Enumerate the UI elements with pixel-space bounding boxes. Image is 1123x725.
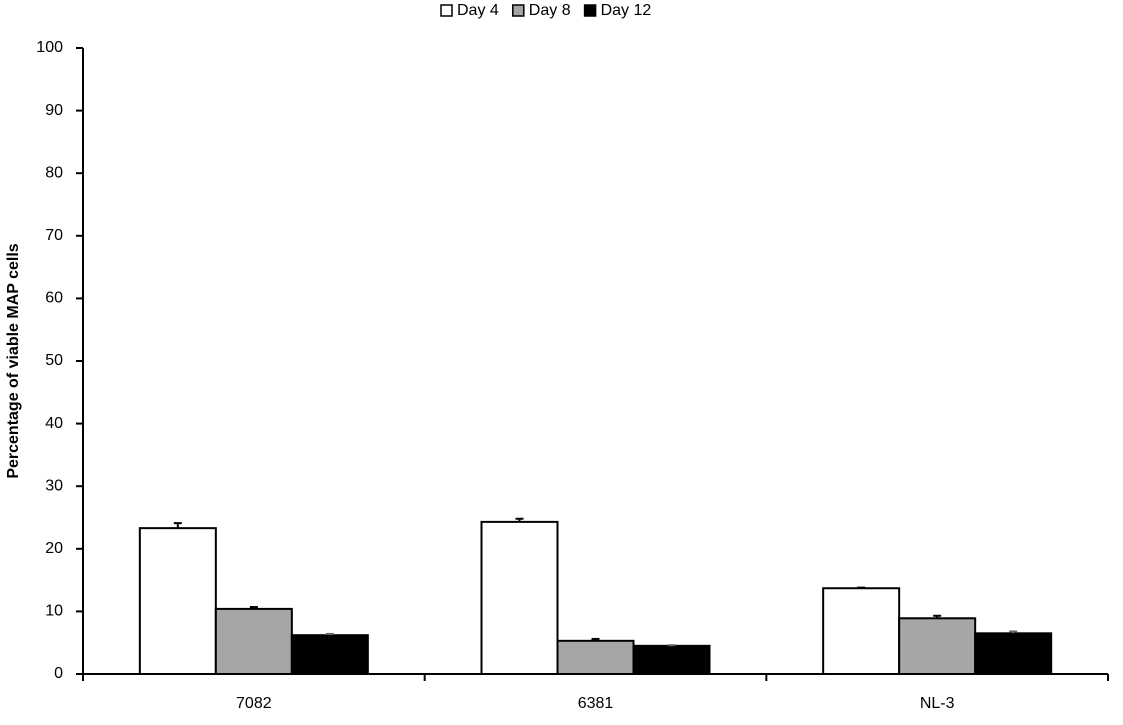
x-tick-label: 6381 xyxy=(578,695,614,712)
error-bar xyxy=(857,586,866,589)
error-bar xyxy=(933,614,942,619)
y-axis-label: Percentage of viable MAP cells xyxy=(5,243,22,478)
y-tick-label: 0 xyxy=(54,665,63,682)
error-bar xyxy=(591,637,600,641)
x-tick-label: 7082 xyxy=(236,695,272,712)
bar xyxy=(138,527,217,676)
error-bar xyxy=(515,517,524,522)
y-tick-label: 30 xyxy=(45,477,63,494)
bar xyxy=(632,644,711,676)
error-bar xyxy=(325,632,334,636)
y-tick-label: 80 xyxy=(45,164,63,181)
error-bar xyxy=(173,522,182,529)
bar xyxy=(556,639,635,676)
legend-label: Day 4 xyxy=(457,2,499,19)
y-tick-label: 40 xyxy=(45,415,63,432)
x-tick-label: NL-3 xyxy=(920,695,955,712)
y-tick-label: 10 xyxy=(45,603,63,620)
y-tick-label: 100 xyxy=(36,39,63,56)
error-bar xyxy=(667,644,676,647)
bar xyxy=(898,617,977,676)
bar xyxy=(480,520,559,676)
error-bar xyxy=(1009,630,1018,634)
legend-label: Day 8 xyxy=(529,2,571,19)
bar xyxy=(822,587,901,675)
bar xyxy=(974,632,1053,675)
legend-swatch xyxy=(583,4,597,17)
error-bar xyxy=(249,606,258,609)
bar xyxy=(214,607,293,675)
legend-label: Day 12 xyxy=(601,2,652,19)
bar xyxy=(290,634,369,675)
y-tick-label: 50 xyxy=(45,352,63,369)
y-tick-label: 20 xyxy=(45,540,63,557)
legend-swatch xyxy=(440,4,453,17)
legend-swatch xyxy=(512,4,525,17)
y-tick-label: 90 xyxy=(45,102,63,119)
y-tick-label: 60 xyxy=(45,290,63,307)
y-tick-label: 70 xyxy=(45,227,63,244)
